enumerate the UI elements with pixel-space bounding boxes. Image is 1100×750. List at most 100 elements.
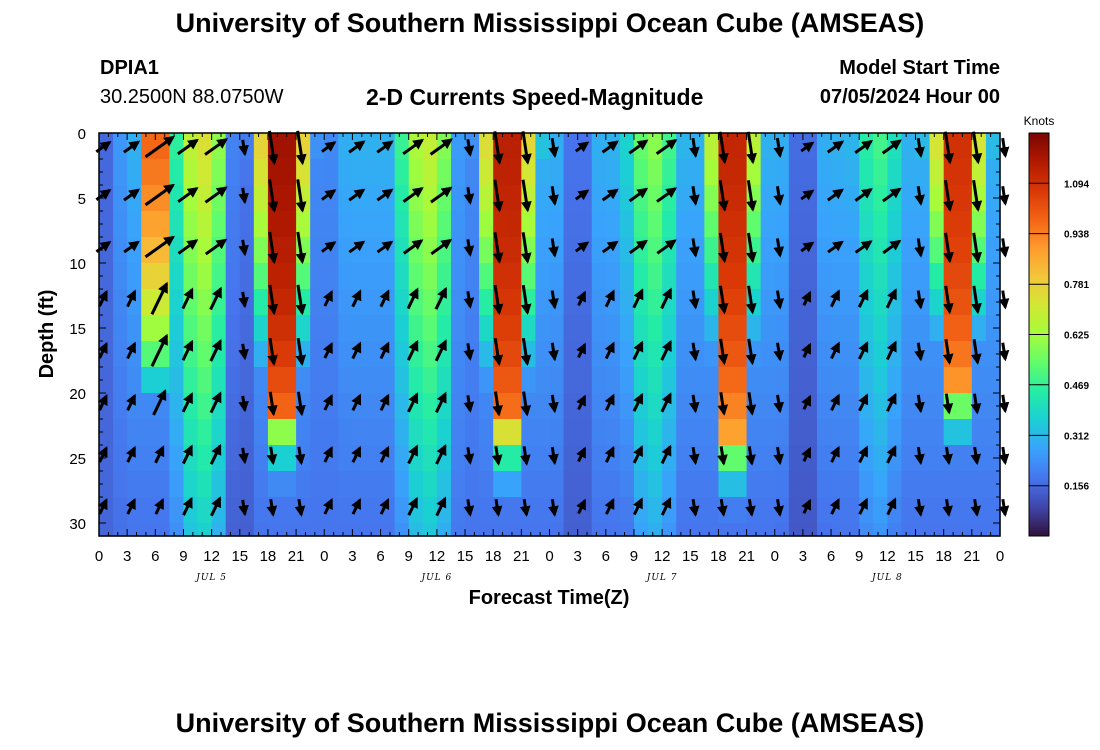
- colorbar-title: Knots: [1024, 114, 1055, 128]
- current-vector-arrow: [800, 141, 815, 153]
- current-vector-arrow: [521, 131, 532, 165]
- current-vector-arrow: [492, 179, 504, 213]
- x-axis-label: Forecast Time(Z): [469, 587, 630, 609]
- heatmap-cell: [563, 523, 579, 537]
- heatmap-cell: [802, 471, 818, 498]
- heatmap-cell: [901, 133, 917, 160]
- heatmap-cell: [816, 419, 832, 446]
- current-vector-arrow: [632, 392, 644, 412]
- heatmap-cell: [296, 523, 311, 537]
- heatmap-cell: [366, 497, 382, 524]
- heatmap-cell: [704, 133, 720, 160]
- heatmap-cell: [113, 523, 128, 537]
- heatmap-cell: [450, 471, 466, 498]
- heatmap-cell: [507, 133, 522, 160]
- heatmap-cell: [563, 237, 579, 264]
- heatmap-cell: [141, 497, 156, 524]
- heatmap-cell: [366, 341, 382, 368]
- heatmap-cell: [422, 471, 438, 498]
- current-vector-arrow: [267, 284, 279, 316]
- heatmap-cell: [366, 523, 382, 537]
- heatmap-cell: [760, 471, 776, 498]
- heatmap-cell: [197, 393, 213, 420]
- x-tick-label: 12: [203, 548, 220, 565]
- heatmap-cell: [633, 211, 649, 238]
- heatmap-cell: [141, 471, 156, 498]
- current-vector-arrow: [434, 339, 447, 362]
- heatmap-cell: [845, 393, 860, 420]
- heatmap-cell: [465, 367, 480, 394]
- current-vector-arrow: [914, 290, 925, 310]
- heatmap-cell: [648, 523, 663, 537]
- heatmap-cell: [479, 523, 494, 537]
- current-vector-arrow: [295, 130, 307, 166]
- x-tick-label: 21: [513, 548, 530, 565]
- heatmap-cell: [422, 393, 438, 420]
- heatmap-cell: [648, 341, 663, 368]
- heatmap-cell: [493, 263, 508, 290]
- current-vector-arrow: [914, 446, 925, 466]
- heatmap-cell: [338, 445, 354, 472]
- heatmap-cell: [310, 445, 325, 472]
- current-vector-arrow: [660, 392, 672, 413]
- heatmap-cell: [113, 237, 128, 264]
- current-vector-arrow: [126, 289, 137, 308]
- heatmap-cell: [324, 367, 339, 394]
- current-vector-arrow: [826, 140, 845, 154]
- heatmap-cell: [549, 471, 565, 498]
- current-vector-arrow: [942, 393, 954, 415]
- heatmap-cell: [465, 315, 480, 342]
- heatmap-cell: [831, 419, 846, 446]
- heatmap-cell: [704, 445, 720, 472]
- heatmap-cell: [352, 523, 368, 537]
- heatmap-cell: [802, 523, 818, 537]
- heatmap-cell: [436, 367, 452, 394]
- current-vector-arrow: [97, 446, 108, 463]
- heatmap-cell: [760, 445, 776, 472]
- heatmap-cell: [845, 445, 860, 472]
- heatmap-cell: [633, 237, 649, 264]
- heatmap-cell: [99, 523, 114, 537]
- heatmap-cell: [535, 159, 551, 186]
- current-vector-arrow: [688, 498, 700, 517]
- current-vector-arrow: [97, 289, 108, 307]
- heatmap-cell: [155, 263, 170, 290]
- heatmap-cell: [380, 211, 396, 238]
- heatmap-cell: [197, 341, 213, 368]
- x-tick-label: 12: [654, 548, 671, 565]
- heatmap-cell: [310, 341, 325, 368]
- heatmap-cell: [155, 159, 170, 186]
- heatmap-cell: [169, 315, 185, 342]
- heatmap-cell: [521, 419, 537, 446]
- heatmap-cell: [845, 341, 860, 368]
- heatmap-cell: [563, 211, 579, 238]
- heatmap-cell: [507, 471, 522, 498]
- heatmap-cell: [113, 341, 128, 368]
- heatmap-cell: [633, 471, 649, 498]
- heatmap-cell: [450, 497, 466, 524]
- heatmap-cell: [985, 367, 1001, 394]
- heatmap-cell: [802, 159, 818, 186]
- heatmap-cell: [422, 133, 438, 160]
- heatmap-cell: [802, 211, 818, 238]
- heatmap-cell: [662, 211, 677, 238]
- heatmap-cell: [549, 315, 565, 342]
- current-vector-arrow: [379, 289, 390, 308]
- current-vector-arrow: [519, 498, 531, 517]
- current-vector-arrow: [717, 446, 728, 466]
- heatmap-cell: [816, 393, 832, 420]
- current-vector-arrow: [492, 337, 504, 366]
- x-tick-label: 9: [179, 548, 187, 565]
- heatmap-cell: [521, 471, 537, 498]
- current-vector-arrow: [97, 393, 108, 411]
- heatmap-cell: [690, 523, 705, 537]
- heatmap-cell: [619, 211, 635, 238]
- heatmap-cell: [183, 159, 199, 186]
- heatmap-cell: [774, 159, 790, 186]
- heatmap-cell: [169, 211, 185, 238]
- heatmap-cell: [211, 367, 227, 394]
- heatmap-cell: [676, 341, 691, 368]
- heatmap-cell: [253, 185, 269, 212]
- heatmap-cell: [929, 185, 945, 212]
- heatmap-cell: [521, 263, 537, 290]
